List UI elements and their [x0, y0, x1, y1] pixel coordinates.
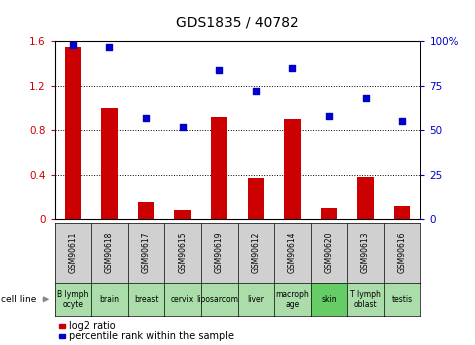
Text: GDS1835 / 40782: GDS1835 / 40782: [176, 16, 299, 30]
Point: [179, 124, 186, 129]
Point: [289, 65, 296, 71]
Text: GSM90620: GSM90620: [324, 232, 333, 274]
Text: GSM90613: GSM90613: [361, 232, 370, 274]
Bar: [59, 324, 65, 328]
Point: [216, 67, 223, 72]
Bar: [174, 210, 191, 219]
Text: GSM90614: GSM90614: [288, 232, 297, 274]
Text: GSM90615: GSM90615: [178, 232, 187, 274]
Text: GSM90611: GSM90611: [68, 232, 77, 273]
Text: skin: skin: [321, 295, 337, 304]
Bar: [59, 334, 65, 338]
Text: cell line: cell line: [1, 295, 36, 304]
Text: brain: brain: [99, 295, 120, 304]
Text: GSM90617: GSM90617: [142, 232, 151, 274]
Point: [325, 113, 332, 119]
Text: log2 ratio: log2 ratio: [69, 321, 115, 331]
Text: testis: testis: [391, 295, 413, 304]
Point: [252, 88, 259, 94]
Bar: [357, 177, 374, 219]
Bar: [138, 203, 154, 219]
Point: [362, 96, 370, 101]
Text: liposarcoma: liposarcoma: [196, 295, 243, 304]
Text: percentile rank within the sample: percentile rank within the sample: [69, 332, 234, 341]
Text: GSM90616: GSM90616: [398, 232, 407, 274]
Text: breast: breast: [134, 295, 158, 304]
Point: [142, 115, 150, 120]
Text: B lymph
ocyte: B lymph ocyte: [57, 289, 89, 309]
Point: [69, 42, 77, 48]
Bar: [394, 206, 410, 219]
Text: macroph
age: macroph age: [276, 289, 309, 309]
Text: liver: liver: [247, 295, 264, 304]
Point: [398, 119, 406, 124]
Text: T lymph
oblast: T lymph oblast: [350, 289, 381, 309]
Text: GSM90618: GSM90618: [105, 232, 114, 273]
Bar: [65, 47, 81, 219]
Bar: [247, 178, 264, 219]
Text: GSM90619: GSM90619: [215, 232, 224, 274]
Bar: [211, 117, 228, 219]
Bar: [101, 108, 118, 219]
Point: [105, 44, 113, 49]
Bar: [284, 119, 301, 219]
Text: cervix: cervix: [171, 295, 194, 304]
Bar: [321, 208, 337, 219]
Text: GSM90612: GSM90612: [251, 232, 260, 273]
